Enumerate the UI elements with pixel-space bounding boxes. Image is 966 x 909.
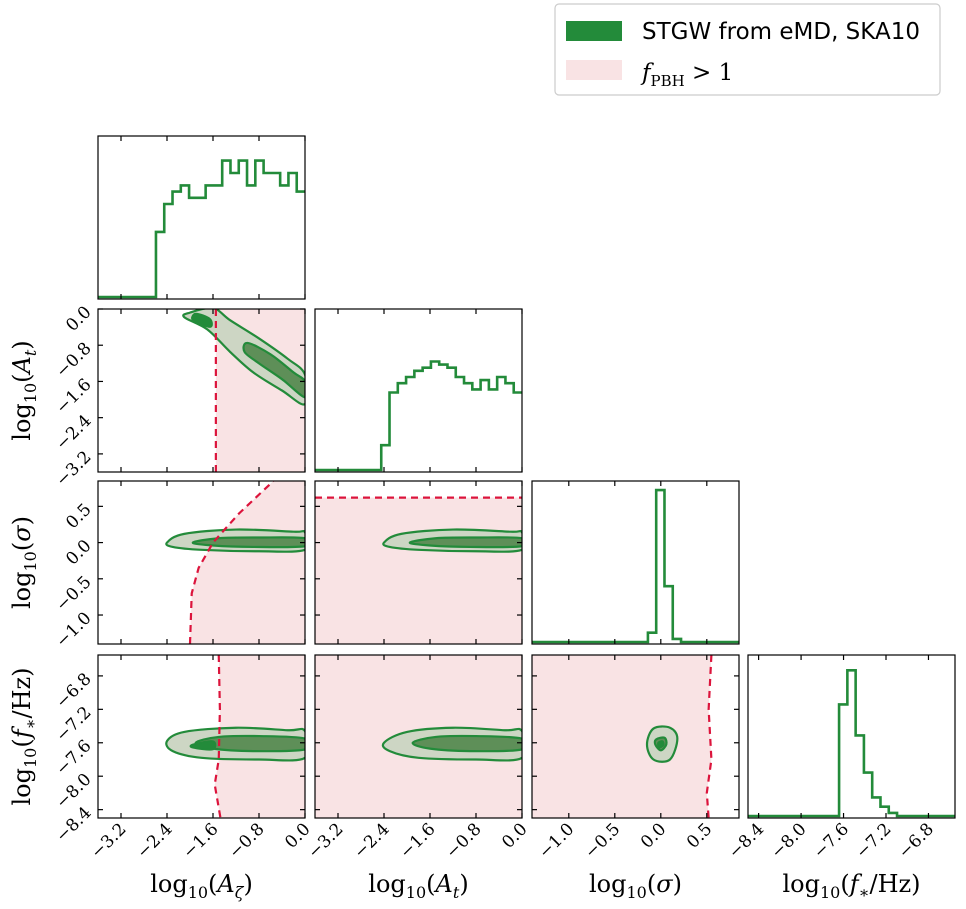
- y-tick-label: −7.6: [52, 736, 95, 779]
- y-tick-label: 0.0: [62, 302, 95, 335]
- panel-frame: [747, 654, 956, 819]
- contour-inner: [242, 341, 305, 399]
- contour-inner: [191, 536, 305, 549]
- x-ticks-0-0: [120, 136, 306, 299]
- joint-panel-1-0: [182, 309, 305, 472]
- fpbh-boundary-line: [705, 655, 713, 818]
- y-tick-label: −8.4: [52, 803, 95, 846]
- y-axis-label-1: log10(At): [8, 340, 40, 440]
- fpbh-boundary-line: [213, 655, 222, 818]
- x-axis-label-3: log10(f∗/Hz): [782, 870, 920, 902]
- y-tick-label: 0.0: [62, 536, 95, 569]
- y-axis-label-3: log10(f∗/Hz): [8, 667, 40, 805]
- contour-peak: [189, 740, 217, 751]
- y-axis-labels: log10(At) log10(σ) log10(f∗/Hz): [8, 340, 40, 805]
- panel-frame: [314, 480, 523, 645]
- x-tick-label: −6.8: [895, 819, 938, 862]
- histogram-step: [748, 669, 955, 818]
- legend-label-stgw: STGW from eMD, SKA10: [642, 19, 920, 45]
- y-tick-label: −2.4: [52, 411, 95, 454]
- y-tick-label: −6.8: [52, 669, 95, 712]
- panel-frame: [531, 654, 740, 819]
- fpbh-boundary-line: [188, 481, 275, 644]
- contour-outer: [182, 309, 305, 406]
- histogram-step: [315, 360, 522, 472]
- x-tick-label: −0.8: [442, 819, 485, 862]
- x-tick-label: −2.4: [350, 819, 393, 862]
- y-tick-label: −8.0: [52, 770, 95, 813]
- x-ticks-2-1: [337, 481, 523, 644]
- x-tick-label: 0.0: [637, 819, 670, 852]
- x-tick-label: −0.5: [581, 819, 624, 862]
- histogram-step: [98, 159, 305, 299]
- panel-frame: [97, 308, 306, 473]
- x-axis-label-0: log10(Aζ): [150, 870, 253, 902]
- histogram-step: [532, 488, 739, 644]
- panel-frame: [314, 308, 523, 473]
- joint-panel-2-1: [315, 496, 522, 644]
- x-tick-label: −1.6: [179, 819, 222, 862]
- y-ticks-2-1: [315, 505, 522, 616]
- joint-panel-3-1: [315, 655, 522, 818]
- panel-frame: [314, 654, 523, 819]
- y-axis-label-2: log10(σ): [8, 516, 40, 609]
- marginal-2: [531, 480, 740, 645]
- x-ticks-2-0: [120, 481, 306, 644]
- contour-peak: [191, 312, 213, 328]
- legend-swatch-stgw: [566, 21, 622, 41]
- x-ticks-1-1: [337, 309, 523, 472]
- panel-frame: [97, 480, 306, 645]
- x-axis-label-2: log10(σ): [589, 870, 682, 902]
- x-tick-label: −0.8: [225, 819, 268, 862]
- x-tick-label: −7.2: [852, 819, 895, 862]
- x-tick-label: −1.6: [396, 819, 439, 862]
- joint-panel-3-2: [532, 655, 713, 818]
- legend-box: [554, 3, 941, 96]
- panel-frame: [97, 654, 306, 819]
- x-tick-label: −3.2: [87, 819, 130, 862]
- contour-inner: [411, 734, 522, 753]
- marginal-3: [747, 654, 956, 819]
- y-ticks-3-1: [315, 675, 522, 811]
- y-tick-label: −3.2: [52, 447, 95, 490]
- y-ticks-3-2: [532, 675, 739, 811]
- legend-swatch-fpbh: [566, 60, 622, 80]
- x-tick-label: −1.0: [535, 819, 578, 862]
- x-axis-labels: log10(Aζ) log10(At) log10(σ) log10(f∗/Hz): [150, 870, 920, 902]
- x-tick-label: −8.0: [767, 819, 810, 862]
- contour-inner: [194, 734, 305, 753]
- x-tick-label: 0.0: [498, 819, 531, 852]
- y-tick-label: −1.6: [52, 375, 95, 418]
- y-tick-label: −7.2: [52, 703, 95, 746]
- x-tick-label: −3.2: [304, 819, 347, 862]
- x-tick-label: 0.5: [683, 819, 716, 852]
- panel-frame: [531, 480, 740, 645]
- legend: STGW from eMD, SKA10 fPBH > 1: [554, 3, 941, 96]
- contour-peak: [656, 740, 665, 749]
- panel-frame: [97, 135, 306, 300]
- marginal-0: [97, 135, 306, 300]
- x-tick-label: −8.4: [725, 819, 768, 862]
- contour-inner: [408, 536, 522, 549]
- y-tick-label: −0.8: [52, 339, 95, 382]
- legend-label-fpbh: fPBH > 1: [640, 60, 733, 90]
- x-tick-label: −2.4: [133, 819, 176, 862]
- y-tick-label: −1.0: [52, 608, 95, 651]
- excluded-region: [190, 481, 305, 644]
- joint-panel-2-0: [165, 481, 305, 644]
- y-tick-label: −0.5: [52, 572, 95, 615]
- x-ticks-1-0: [120, 309, 306, 472]
- x-ticks-2-2: [568, 481, 708, 644]
- x-axis-label-1: log10(At): [368, 870, 468, 902]
- joint-panel-3-0: [165, 655, 305, 818]
- excluded-region: [532, 655, 712, 818]
- x-tick-label: −7.6: [810, 819, 853, 862]
- marginal-1: [314, 308, 523, 473]
- y-tick-label: 0.5: [62, 500, 95, 533]
